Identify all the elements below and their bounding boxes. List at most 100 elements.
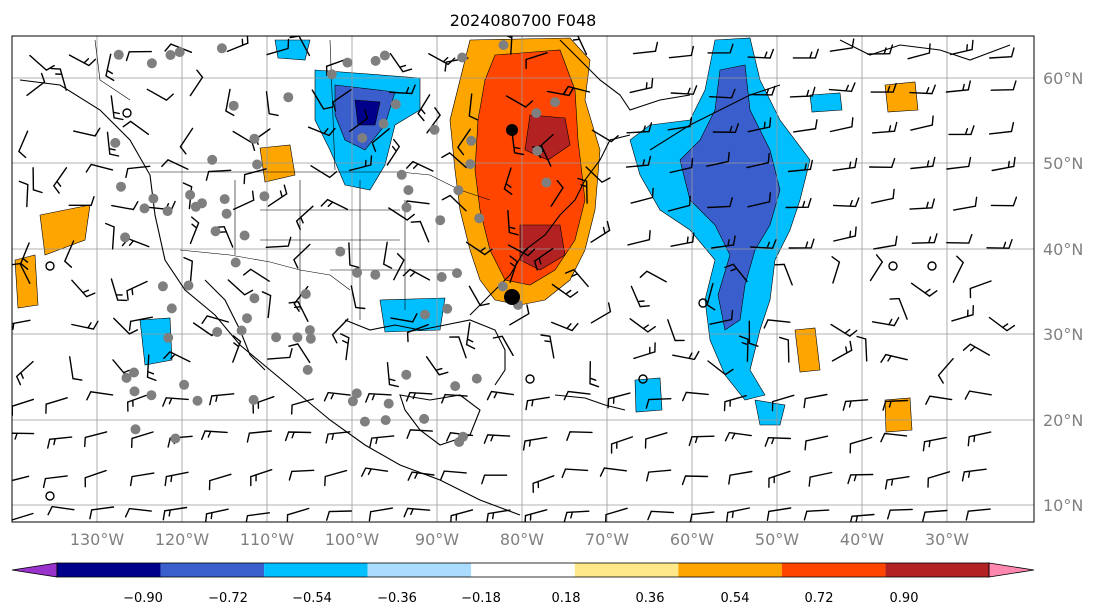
wind-barb bbox=[965, 508, 991, 521]
wind-barb bbox=[682, 391, 709, 402]
wind-barb bbox=[540, 334, 555, 359]
wind-barb bbox=[126, 393, 150, 412]
wind-barb bbox=[788, 238, 815, 249]
wind-barb bbox=[988, 122, 1015, 135]
colorbar-extend-low bbox=[11, 562, 58, 578]
wind-barb bbox=[880, 353, 908, 363]
wind-barb bbox=[564, 268, 589, 288]
wind-barb bbox=[804, 435, 829, 451]
wind-barb bbox=[990, 80, 1017, 91]
wind-barb bbox=[525, 52, 548, 70]
wind-barb bbox=[348, 155, 373, 172]
wind-barb bbox=[630, 187, 654, 204]
station-dot bbox=[259, 191, 270, 202]
wind-barb bbox=[927, 471, 951, 488]
wind-barb bbox=[265, 236, 292, 248]
wind-barb bbox=[749, 85, 776, 96]
wind-barb bbox=[326, 510, 352, 521]
observation-stations bbox=[110, 40, 560, 447]
colorbar-segment bbox=[885, 563, 989, 577]
station-dot bbox=[121, 372, 132, 383]
wind-barb bbox=[833, 226, 857, 242]
wind-barb bbox=[688, 435, 715, 447]
lon-label: 120°W bbox=[155, 530, 210, 549]
wind-barb bbox=[789, 86, 816, 98]
wind-barb bbox=[246, 430, 272, 443]
wind-barb bbox=[625, 155, 652, 168]
wind-barb bbox=[672, 350, 700, 361]
wind-barb bbox=[910, 156, 936, 170]
station-dot bbox=[419, 413, 430, 424]
wind-barb bbox=[707, 360, 734, 376]
wind-barb bbox=[204, 508, 229, 522]
wind-barb bbox=[291, 398, 314, 415]
station-dot bbox=[370, 269, 381, 280]
colorbar-tick-label: −0.54 bbox=[292, 591, 332, 606]
station-dot bbox=[436, 272, 447, 282]
wind-barb bbox=[129, 472, 155, 487]
wind-barb bbox=[483, 434, 511, 444]
negative-region-canada-max bbox=[354, 99, 381, 126]
wind-barb bbox=[402, 268, 431, 281]
wind-barb bbox=[610, 436, 634, 454]
wind-barb bbox=[288, 300, 309, 322]
wind-barb bbox=[73, 127, 101, 137]
station-dot bbox=[249, 133, 260, 144]
station-dot bbox=[157, 281, 168, 292]
wind-barb bbox=[551, 283, 579, 299]
station-dot bbox=[271, 332, 282, 343]
map-title: 2024080700 F048 bbox=[450, 11, 597, 30]
wind-barb bbox=[550, 180, 564, 207]
colorbar-tick-label: −0.18 bbox=[461, 591, 501, 606]
wind-barb bbox=[551, 321, 579, 332]
wind-barb bbox=[689, 511, 715, 522]
positive-blob-atlantic-ne bbox=[884, 81, 919, 113]
wind-barb bbox=[630, 285, 650, 308]
wind-barb bbox=[627, 230, 651, 246]
positive-blob-pacific bbox=[39, 204, 91, 256]
wind-barb bbox=[967, 431, 992, 447]
colorbar-frame bbox=[56, 562, 990, 578]
wind-barb bbox=[747, 192, 771, 208]
positive-region-east-coast-max-2 bbox=[519, 224, 566, 271]
station-dot bbox=[357, 133, 368, 143]
wind-barb bbox=[71, 279, 96, 298]
station-dot bbox=[342, 57, 353, 68]
wind-barb bbox=[71, 320, 99, 330]
wind-barb bbox=[369, 435, 395, 448]
wind-barb bbox=[948, 125, 975, 136]
wind-barb bbox=[706, 151, 730, 167]
wind-barb bbox=[670, 232, 695, 247]
wind-barb bbox=[389, 52, 413, 73]
wind-barb bbox=[747, 117, 772, 133]
station-dot bbox=[380, 415, 391, 426]
colorbar-tick-label: 0.36 bbox=[636, 591, 665, 606]
station-dot bbox=[210, 226, 221, 237]
wind-barb bbox=[889, 297, 908, 320]
wind-barb bbox=[124, 507, 152, 518]
wind-barb bbox=[746, 153, 770, 169]
wind-barb bbox=[189, 69, 204, 97]
wind-barb bbox=[847, 473, 874, 485]
wind-barb bbox=[325, 431, 351, 444]
wind-barb bbox=[12, 262, 31, 284]
station-dot bbox=[165, 50, 176, 60]
station-dot bbox=[466, 135, 477, 146]
colorbar-labels: −0.90 −0.72 −0.54 −0.36 −0.18 0.18 0.36 … bbox=[123, 591, 918, 606]
wind-barb bbox=[566, 431, 593, 441]
wind-barb bbox=[785, 197, 812, 209]
wind-barb bbox=[386, 138, 401, 166]
wind-barb bbox=[766, 507, 792, 521]
wind-barb bbox=[990, 196, 1018, 207]
colorbar-tick-label: −0.72 bbox=[208, 591, 248, 606]
coastlines bbox=[19, 39, 1011, 516]
wind-barb bbox=[870, 82, 897, 93]
wind-barb bbox=[667, 117, 693, 131]
wind-barb bbox=[946, 156, 972, 170]
colorbar-segment bbox=[57, 563, 161, 577]
colorbar-tick-label: −0.90 bbox=[123, 591, 163, 606]
wind-barb bbox=[925, 395, 953, 405]
wind-barb bbox=[441, 194, 467, 212]
lon-label: 80°W bbox=[500, 530, 544, 549]
wind-barb bbox=[68, 196, 95, 206]
